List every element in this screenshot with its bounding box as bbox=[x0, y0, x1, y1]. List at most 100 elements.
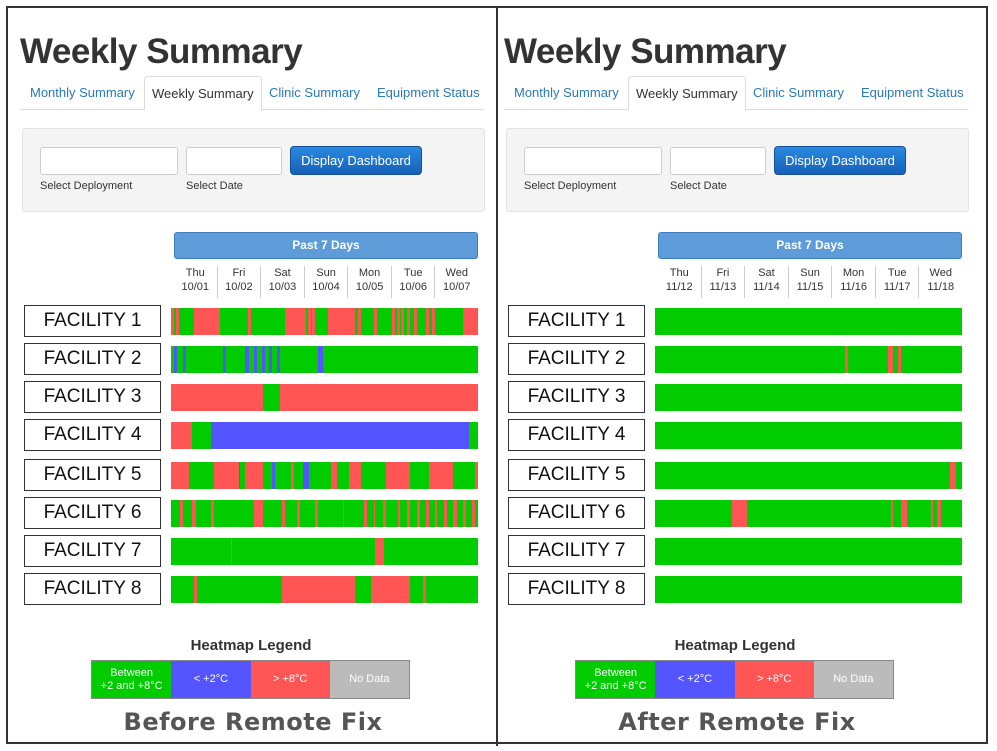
heatmap-segment-red bbox=[349, 462, 362, 489]
day-name: Sun bbox=[316, 267, 336, 279]
facility-label: FACILITY 4 bbox=[24, 419, 161, 451]
heatmap-segment-red bbox=[171, 384, 264, 411]
heatmap-segment-red bbox=[370, 576, 411, 603]
display-dashboard-button[interactable]: Display Dashboard bbox=[290, 146, 422, 175]
deployment-label: Select Deployment bbox=[524, 180, 617, 192]
heatmap-segment-red bbox=[416, 500, 420, 527]
period-header: Past 7 Days bbox=[174, 232, 478, 259]
day-date: 10/01 bbox=[181, 281, 210, 293]
day-date: 11/13 bbox=[709, 281, 737, 293]
heatmap-segment-blue bbox=[238, 462, 241, 489]
day-header: Tue 10/06 bbox=[390, 266, 435, 298]
heatmap-segment-red bbox=[296, 500, 300, 527]
legend-item: No Data bbox=[329, 661, 409, 698]
day-name: Thu bbox=[185, 267, 205, 279]
day-name: Thu bbox=[669, 267, 689, 279]
tab-bar: Monthly Summary Weekly Summary Clinic Summ… bbox=[504, 76, 968, 111]
heatmap-segment-red bbox=[931, 500, 933, 527]
tab-equipment-status[interactable]: Equipment Status bbox=[861, 85, 964, 100]
day-name: Wed bbox=[929, 267, 952, 279]
heatmap-segment-red bbox=[192, 500, 196, 527]
heatmap-legend: Between +2 and +8°C < +2°C > +8°C No Data bbox=[575, 660, 894, 699]
day-header: Fri 11/13 bbox=[700, 266, 745, 298]
heatmap-segment-red bbox=[244, 462, 264, 489]
page-title: Weekly Summary bbox=[20, 32, 303, 71]
heatmap-segment-red bbox=[327, 308, 356, 335]
heatmap-segment-red bbox=[330, 462, 337, 489]
tab-equipment-status[interactable]: Equipment Status bbox=[377, 85, 480, 100]
facility-label: FACILITY 3 bbox=[24, 381, 161, 413]
facility-label: FACILITY 4 bbox=[508, 419, 645, 451]
heatmap-segment-red bbox=[210, 500, 214, 527]
display-dashboard-button[interactable]: Display Dashboard bbox=[774, 146, 906, 175]
day-header: Sun 11/15 bbox=[787, 266, 832, 298]
heatmap-bar bbox=[171, 576, 478, 603]
tab-weekly-summary[interactable]: Weekly Summary bbox=[144, 76, 262, 111]
heatmap-segment-red bbox=[180, 500, 184, 527]
heatmap-segment-blue bbox=[244, 346, 250, 373]
day-header-row: Thu 11/12 Fri 11/13 Sat 11/14 Sun 11/15 Mon 11/16… bbox=[658, 266, 962, 298]
day-date: 10/03 bbox=[268, 281, 297, 293]
tab-clinic-summary[interactable]: Clinic Summary bbox=[753, 85, 845, 100]
heatmap-segment-blue bbox=[210, 422, 469, 449]
day-header: Sat 11/14 bbox=[744, 266, 788, 298]
date-input[interactable] bbox=[186, 147, 282, 175]
heatmap-segment-red bbox=[413, 308, 417, 335]
legend-item: < +2°C bbox=[171, 661, 251, 698]
date-input[interactable] bbox=[670, 147, 766, 175]
heatmap-bar bbox=[655, 500, 962, 527]
day-header: Sat 10/03 bbox=[260, 266, 304, 298]
deployment-input[interactable] bbox=[524, 147, 662, 175]
day-header: Tue 11/17 bbox=[874, 266, 919, 298]
tab-monthly-summary[interactable]: Monthly Summary bbox=[514, 85, 619, 100]
heatmap-segment-red bbox=[731, 500, 748, 527]
heatmap-segment-red bbox=[435, 500, 437, 527]
heatmap-segment-blue bbox=[276, 346, 280, 373]
deployment-input[interactable] bbox=[40, 147, 178, 175]
heatmap-segment-red bbox=[396, 308, 400, 335]
heatmap-segment-red bbox=[392, 308, 396, 335]
panel-before: Weekly Summary Monthly Summary Weekly Summ… bbox=[14, 8, 492, 736]
day-name: Mon bbox=[358, 267, 381, 279]
heatmap-bar bbox=[655, 462, 962, 489]
page-title: Weekly Summary bbox=[504, 32, 787, 71]
day-header: Sun 10/04 bbox=[303, 266, 348, 298]
heatmap-segment-blue bbox=[318, 346, 323, 373]
legend-title: Heatmap Legend bbox=[674, 637, 796, 654]
heatmap-segment-red bbox=[425, 500, 429, 527]
tab-weekly-summary[interactable]: Weekly Summary bbox=[628, 76, 746, 111]
facility-label: FACILITY 3 bbox=[508, 381, 645, 413]
heatmap-segment-blue bbox=[261, 346, 265, 373]
day-date: 10/07 bbox=[442, 281, 471, 293]
heatmap-segment-red bbox=[845, 346, 848, 373]
heatmap-bar bbox=[171, 422, 478, 449]
heatmap-segment-red bbox=[407, 500, 411, 527]
heatmap-legend: Between +2 and +8°C < +2°C > +8°C No Data bbox=[91, 660, 410, 699]
day-name: Fri bbox=[716, 267, 730, 279]
heatmap-segment-red bbox=[342, 500, 345, 527]
facility-label: FACILITY 8 bbox=[508, 573, 645, 605]
facility-label: FACILITY 6 bbox=[508, 497, 645, 529]
heatmap-bar bbox=[171, 384, 478, 411]
day-date: 10/05 bbox=[355, 281, 384, 293]
heatmap-segment-red bbox=[194, 576, 198, 603]
date-label: Select Date bbox=[186, 180, 243, 192]
heatmap-segment-red bbox=[385, 462, 411, 489]
heatmap-segment-blue bbox=[303, 462, 310, 489]
day-date: 11/12 bbox=[665, 281, 693, 293]
day-header-row: Thu 10/01 Fri 10/02 Sat 10/03 Sun 10/04 Mon 10/05… bbox=[174, 266, 478, 298]
facility-label: FACILITY 6 bbox=[24, 497, 161, 529]
heatmap-segment-red bbox=[425, 308, 429, 335]
facility-label: FACILITY 2 bbox=[508, 343, 645, 375]
tab-clinic-summary[interactable]: Clinic Summary bbox=[269, 85, 361, 100]
date-label: Select Date bbox=[670, 180, 727, 192]
heatmap-segment-red bbox=[315, 500, 319, 527]
day-date: 11/15 bbox=[796, 281, 824, 293]
tab-monthly-summary[interactable]: Monthly Summary bbox=[30, 85, 135, 100]
heatmap-segment-red bbox=[428, 462, 454, 489]
facility-label: FACILITY 5 bbox=[508, 459, 645, 491]
heatmap-segment-red bbox=[171, 462, 190, 489]
heatmap-segment-red bbox=[364, 500, 368, 527]
deployment-label: Select Deployment bbox=[40, 180, 133, 192]
heatmap-segment-red bbox=[175, 308, 179, 335]
